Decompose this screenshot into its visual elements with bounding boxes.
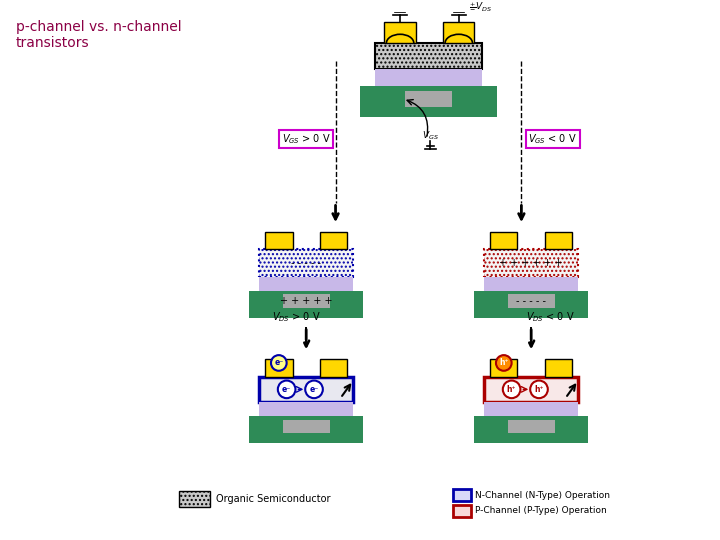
Text: P-Channel (P-Type) Operation: P-Channel (P-Type) Operation [475, 506, 607, 515]
Bar [485, 277, 578, 291]
Bar [259, 402, 353, 416]
Bar [259, 249, 353, 277]
Text: e⁻: e⁻ [274, 359, 284, 367]
Text: + + + + + +: + + + + + + [500, 258, 563, 268]
Circle shape [496, 355, 512, 371]
Bar [384, 22, 415, 43]
Circle shape [530, 381, 548, 398]
Bar [265, 359, 292, 376]
Bar [320, 359, 347, 376]
Text: p-channel vs. n-channel
transistors: p-channel vs. n-channel transistors [16, 19, 181, 50]
Text: $V_{DS}$ > 0 V: $V_{DS}$ > 0 V [272, 310, 321, 324]
Bar [490, 359, 518, 376]
Bar [259, 277, 353, 291]
Bar [265, 232, 292, 249]
Bar [508, 294, 554, 308]
Bar [259, 376, 353, 402]
Bar [320, 232, 347, 249]
Bar [179, 491, 210, 507]
Bar [545, 232, 572, 249]
Bar [405, 91, 452, 107]
Text: N-Channel (N-Type) Operation: N-Channel (N-Type) Operation [475, 490, 611, 500]
Bar [474, 416, 588, 443]
Text: - - - - -: - - - - - [516, 296, 546, 306]
Bar [249, 416, 363, 443]
Circle shape [278, 381, 295, 398]
Bar [490, 232, 518, 249]
Bar [283, 294, 330, 308]
Text: $V_{GS}$: $V_{GS}$ [422, 129, 439, 141]
Bar [453, 489, 471, 501]
Text: h⁺: h⁺ [507, 385, 516, 394]
Circle shape [305, 381, 323, 398]
Text: e⁻: e⁻ [282, 385, 292, 394]
Text: $V_{GS}$ < 0 V: $V_{GS}$ < 0 V [528, 132, 577, 146]
Circle shape [503, 381, 521, 398]
Bar [545, 359, 572, 376]
Bar [508, 420, 554, 434]
Text: e⁻: e⁻ [310, 385, 319, 394]
Bar [474, 291, 588, 318]
Circle shape [271, 355, 287, 371]
Bar [283, 420, 330, 434]
Text: $V_{DS}$ < 0 V: $V_{DS}$ < 0 V [526, 310, 575, 324]
Bar [374, 69, 482, 86]
Text: + + + + +: + + + + + [280, 296, 333, 306]
Bar [485, 249, 578, 277]
Text: h⁺: h⁺ [534, 385, 544, 394]
Bar [249, 291, 363, 318]
Bar [360, 86, 497, 117]
Text: Organic Semiconductor: Organic Semiconductor [216, 494, 330, 504]
Text: $V_{GS}$ > 0 V: $V_{GS}$ > 0 V [282, 132, 330, 146]
Text: $\frac{+}{-}V_{DS}$: $\frac{+}{-}V_{DS}$ [469, 1, 492, 14]
Text: - - - - -: - - - - - [291, 258, 321, 268]
Bar [485, 402, 578, 416]
Bar [453, 505, 471, 517]
Text: h⁺: h⁺ [499, 359, 508, 367]
Bar [374, 43, 482, 69]
Bar [485, 376, 578, 402]
Bar [443, 22, 474, 43]
